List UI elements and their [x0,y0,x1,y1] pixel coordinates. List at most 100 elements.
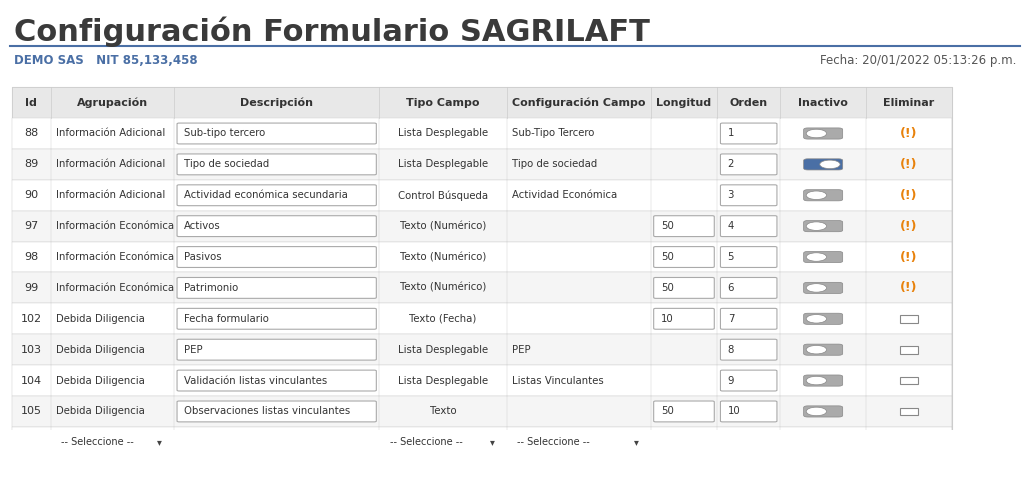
Text: 4: 4 [727,221,734,231]
FancyBboxPatch shape [899,315,918,322]
Text: Observaciones listas vinculantes: Observaciones listas vinculantes [184,406,350,416]
FancyBboxPatch shape [899,346,918,353]
Text: Debida Diligencia: Debida Diligencia [56,314,144,324]
Text: Lista Desplegable: Lista Desplegable [398,129,488,138]
FancyBboxPatch shape [720,278,777,298]
FancyBboxPatch shape [803,159,843,170]
Text: Actividad económica secundaria: Actividad económica secundaria [184,190,348,200]
Text: Información Económica: Información Económica [56,283,174,293]
Text: Validación listas vinculantes: Validación listas vinculantes [184,375,328,386]
Text: 1: 1 [727,129,734,138]
Text: 3: 3 [727,190,734,200]
FancyBboxPatch shape [11,272,952,303]
Text: 7: 7 [727,314,734,324]
FancyBboxPatch shape [720,401,777,422]
FancyBboxPatch shape [11,241,952,272]
Text: Listas Vinculantes: Listas Vinculantes [512,375,604,386]
Circle shape [806,191,826,200]
Text: 90: 90 [24,190,38,200]
Text: Configuración Formulario SAGRILAFT: Configuración Formulario SAGRILAFT [13,16,650,47]
Text: -- Seleccione --: -- Seleccione -- [389,437,462,447]
FancyBboxPatch shape [803,344,843,355]
Text: 5: 5 [727,252,734,262]
FancyBboxPatch shape [627,433,646,452]
FancyBboxPatch shape [11,334,952,365]
Text: Activos: Activos [184,221,221,231]
Circle shape [820,160,840,169]
Text: 97: 97 [24,221,38,231]
FancyBboxPatch shape [11,180,952,211]
Text: 6: 6 [727,283,734,293]
Circle shape [806,407,826,415]
Text: 50: 50 [661,252,674,262]
Text: DEMO SAS   NIT 85,133,458: DEMO SAS NIT 85,133,458 [13,54,198,67]
Text: 104: 104 [21,375,42,386]
FancyBboxPatch shape [11,303,952,334]
FancyBboxPatch shape [11,396,952,427]
FancyBboxPatch shape [899,377,918,385]
FancyBboxPatch shape [654,308,714,329]
FancyBboxPatch shape [803,313,843,324]
FancyBboxPatch shape [54,432,171,453]
FancyBboxPatch shape [510,432,648,453]
FancyBboxPatch shape [11,211,952,241]
Text: Tipo Campo: Tipo Campo [407,98,480,107]
FancyBboxPatch shape [11,427,952,458]
Text: Texto (Numérico): Texto (Numérico) [400,283,486,293]
FancyBboxPatch shape [177,154,376,175]
Text: Control Búsqueda: Control Búsqueda [398,190,488,201]
Text: 50: 50 [661,221,674,231]
Text: Sub-tipo tercero: Sub-tipo tercero [184,129,266,138]
Text: Guardar: Guardar [33,474,91,482]
Text: Información Adicional: Información Adicional [56,190,165,200]
Text: Texto (Numérico): Texto (Numérico) [400,221,486,231]
FancyBboxPatch shape [177,370,376,391]
Text: ▾: ▾ [633,437,639,447]
FancyBboxPatch shape [720,339,777,360]
FancyBboxPatch shape [654,401,714,422]
FancyBboxPatch shape [720,370,777,391]
FancyBboxPatch shape [177,247,376,268]
FancyBboxPatch shape [177,123,376,144]
Text: -- Seleccione --: -- Seleccione -- [61,437,134,447]
FancyBboxPatch shape [177,308,376,329]
FancyBboxPatch shape [11,87,952,458]
FancyBboxPatch shape [654,247,714,268]
Text: 50: 50 [661,406,674,416]
Circle shape [806,129,826,138]
Text: Pasivos: Pasivos [184,252,221,262]
FancyBboxPatch shape [720,247,777,268]
Text: Texto (Numérico): Texto (Numérico) [400,252,486,262]
Text: 10: 10 [661,314,674,324]
Text: Información Económica: Información Económica [56,252,174,262]
FancyBboxPatch shape [382,432,504,453]
FancyBboxPatch shape [720,154,777,175]
FancyBboxPatch shape [654,432,714,453]
Text: 89: 89 [24,160,38,169]
Text: Tipo de sociedad: Tipo de sociedad [512,160,597,169]
FancyBboxPatch shape [720,185,777,206]
Text: Eliminar: Eliminar [884,98,934,107]
FancyBboxPatch shape [177,216,376,237]
Text: Información Adicional: Información Adicional [56,160,165,169]
FancyBboxPatch shape [483,433,502,452]
FancyBboxPatch shape [11,149,952,180]
Text: Descripción: Descripción [240,97,313,108]
FancyBboxPatch shape [720,123,777,144]
FancyBboxPatch shape [803,406,843,417]
FancyBboxPatch shape [177,432,376,453]
Text: 102: 102 [21,314,42,324]
Text: PEP: PEP [512,345,530,355]
Text: Agrupación: Agrupación [77,97,148,108]
Text: Texto: Texto [430,406,456,416]
Text: Configuración Campo: Configuración Campo [512,97,646,108]
Text: 2: 2 [727,160,734,169]
FancyBboxPatch shape [12,467,111,482]
Circle shape [806,222,826,230]
FancyBboxPatch shape [720,216,777,237]
FancyBboxPatch shape [654,216,714,237]
FancyBboxPatch shape [803,190,843,201]
Text: ▾: ▾ [158,437,162,447]
Text: (!): (!) [900,251,918,264]
FancyBboxPatch shape [11,118,952,149]
